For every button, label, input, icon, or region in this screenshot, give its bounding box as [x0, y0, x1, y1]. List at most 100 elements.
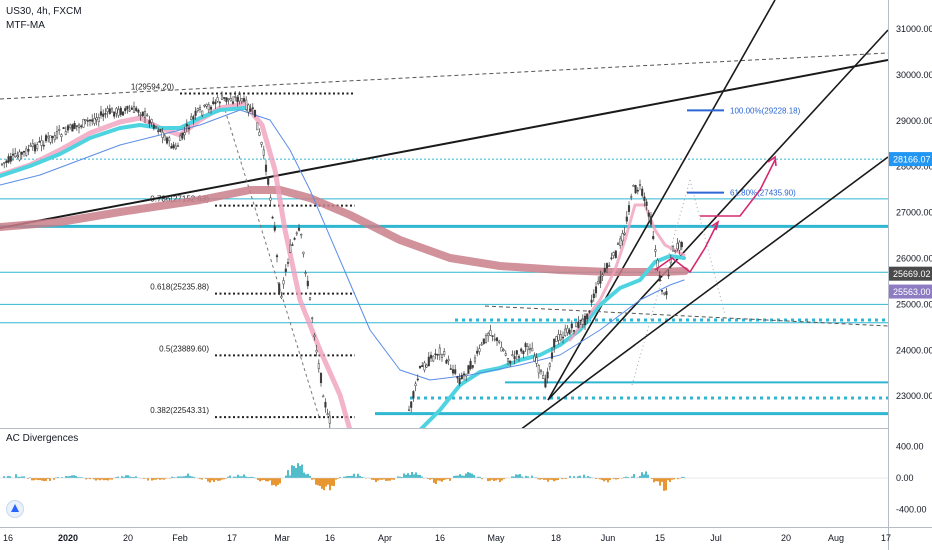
oscillator-bar: [171, 476, 173, 478]
price-tick-label: 26000.00: [896, 254, 932, 264]
oscillator-bar: [269, 478, 271, 481]
oscillator-bar: [401, 476, 403, 478]
oscillator-bar: [189, 475, 191, 478]
candle-body: [495, 337, 499, 341]
oscillator-bar: [383, 478, 385, 480]
oscillator-bar: [569, 475, 571, 478]
oscillator-bar: [27, 478, 29, 479]
oscillator-bar: [667, 478, 669, 481]
price-label-box: [889, 266, 932, 281]
oscillator-bar: [309, 475, 311, 478]
oscillator-bar: [317, 478, 319, 486]
oscillator-bar: [493, 478, 495, 481]
oscillator-bar: [375, 478, 377, 483]
oscillator-bar: [381, 478, 383, 480]
candle-body: [627, 205, 631, 212]
time-tick-label: 20: [781, 533, 791, 543]
candle-body: [163, 135, 166, 141]
candle-body: [220, 95, 224, 100]
candle-body: [110, 108, 114, 113]
candle-body: [117, 109, 120, 116]
candle-body: [201, 110, 204, 116]
candle-body: [553, 338, 556, 348]
candle-body: [240, 98, 243, 102]
oscillator-bar: [205, 478, 207, 479]
oscillator-bar: [595, 478, 597, 480]
candle-body: [546, 371, 549, 379]
oscillator-bar: [77, 477, 79, 478]
candle-body: [278, 283, 281, 294]
candle-body: [295, 232, 298, 235]
candle-body: [258, 131, 261, 136]
oscillator-bar: [123, 476, 125, 478]
oscillator-bar: [461, 475, 463, 478]
channel-line: [547, 0, 776, 401]
oscillator-bar: [517, 474, 519, 478]
oscillator-bar: [587, 476, 589, 478]
candle-body: [407, 409, 411, 412]
candle-body: [273, 226, 276, 231]
oscillator-bar: [535, 477, 537, 478]
oscillator-bar: [335, 478, 337, 480]
candle-body: [612, 252, 615, 256]
candle-body: [513, 356, 516, 360]
candle-body: [18, 151, 21, 161]
oscillator-bar: [527, 476, 529, 478]
candle-body: [88, 119, 92, 122]
candle-body: [150, 119, 153, 123]
candle-body: [192, 116, 195, 120]
candle-body: [515, 350, 518, 355]
oscillator-bar: [579, 475, 581, 478]
candle-body: [113, 111, 116, 117]
candle-body: [550, 352, 554, 359]
oscillator-bar: [33, 478, 35, 481]
candle-body: [324, 401, 327, 408]
oscillator-bar: [159, 478, 161, 480]
candle-body: [531, 347, 534, 352]
candle-body: [75, 125, 78, 127]
oscillator-bar: [81, 477, 83, 478]
oscillator-bar: [19, 476, 21, 478]
symbol-title: US30, 4h, FXCM: [6, 6, 82, 17]
candle-body: [654, 249, 657, 252]
oscillator-bar: [3, 476, 5, 478]
candle-body: [40, 140, 43, 146]
candle-body: [581, 318, 584, 325]
oscillator-bar: [599, 478, 601, 480]
candle-body: [9, 155, 12, 162]
candle-body: [652, 236, 655, 240]
oscillator-bar: [273, 478, 275, 485]
tradingview-logo-icon[interactable]: [6, 500, 24, 518]
candle-body: [511, 354, 514, 357]
candle-body: [172, 144, 175, 149]
oscillator-bar: [439, 478, 441, 481]
candle-body: [176, 145, 180, 147]
oscillator-bar: [311, 478, 313, 480]
oscillator-bar: [365, 478, 367, 479]
candle-body: [165, 137, 169, 144]
oscillator-bar: [457, 475, 459, 478]
candle-body: [663, 292, 666, 295]
oscillator-bar: [525, 475, 527, 478]
oscillator-bar: [621, 478, 623, 479]
candle-body: [328, 415, 331, 424]
candle-body: [22, 150, 26, 153]
oscillator-bar: [469, 472, 471, 478]
oscillator-bar: [53, 478, 55, 480]
oscillator-bar: [7, 475, 9, 478]
candle-body: [95, 117, 98, 121]
oscillator-bar: [217, 478, 219, 481]
oscillator-bar: [249, 476, 251, 478]
oscillator-bar: [403, 473, 405, 478]
candle-body: [11, 153, 15, 156]
candle-body: [44, 135, 48, 142]
oscillator-bar: [75, 475, 77, 478]
candle-body: [49, 135, 52, 143]
candle-body: [542, 375, 545, 379]
oscillator-bar: [235, 476, 237, 478]
candle-body: [124, 108, 127, 112]
candle-body: [51, 136, 54, 138]
oscillator-bar: [121, 476, 123, 478]
candle-body: [608, 265, 611, 267]
